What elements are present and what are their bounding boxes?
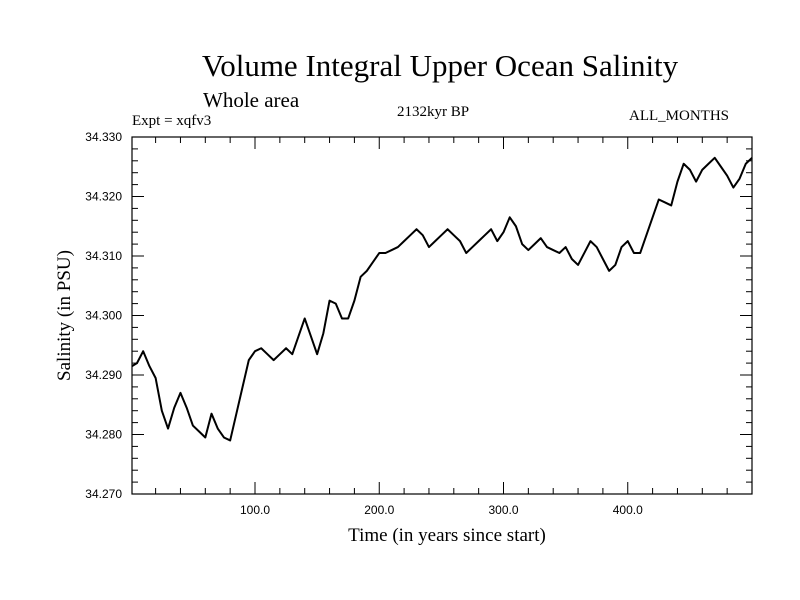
x-axis-title: Time (in years since start) xyxy=(348,525,546,546)
y-axis-title: Salinity (in PSU) xyxy=(54,250,75,381)
x-tick-label: 100.0 xyxy=(240,503,270,517)
experiment-label: Expt = xqfv3 xyxy=(132,113,212,129)
y-tick-label: 34.270 xyxy=(85,487,122,501)
salinity-series-line xyxy=(131,156,753,442)
chart-subtitle: Whole area xyxy=(203,88,300,112)
y-tick-label: 34.300 xyxy=(85,309,122,323)
y-tick-label: 34.320 xyxy=(85,190,122,204)
x-tick-label: 200.0 xyxy=(364,503,394,517)
y-tick-label: 34.280 xyxy=(85,428,122,442)
chart-title: Volume Integral Upper Ocean Salinity xyxy=(201,48,679,83)
y-tick-label: 34.330 xyxy=(85,130,122,144)
y-tick-label: 34.290 xyxy=(85,368,122,382)
axis-ticks xyxy=(132,136,752,495)
period-label: 2132kyr BP xyxy=(397,104,470,120)
tick-labels: 100.0 200.0 300.0 400.0 34.270 34.280 34.290 34… xyxy=(85,130,643,517)
x-tick-label: 300.0 xyxy=(488,503,518,517)
months-label: ALL_MONTHS xyxy=(629,108,729,124)
plot-frame xyxy=(131,136,753,495)
x-tick-label: 400.0 xyxy=(613,503,643,517)
y-tick-label: 34.310 xyxy=(85,249,122,263)
